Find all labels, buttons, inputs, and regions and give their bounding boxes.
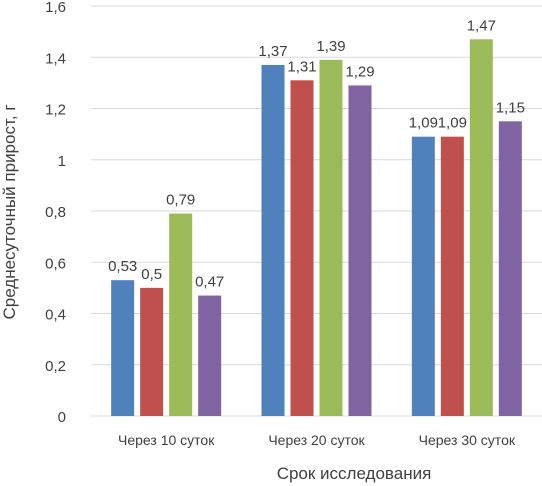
x-tick-label: Через 10 суток xyxy=(118,432,215,448)
bar xyxy=(348,85,372,416)
bar xyxy=(140,287,164,416)
x-axis-ticks: Через 10 суток Через 20 суток Через 30 сут… xyxy=(118,432,516,448)
data-label: 1,37 xyxy=(258,43,287,60)
bar xyxy=(261,64,285,416)
y-axis-title: Среднесуточный прирост, г xyxy=(0,104,19,319)
bar xyxy=(440,136,464,416)
y-tick-label: 1 xyxy=(58,153,66,170)
data-label: 1,47 xyxy=(467,17,496,34)
y-tick-label: 0,2 xyxy=(45,358,66,375)
y-tick-label: 0,8 xyxy=(45,204,66,221)
bar xyxy=(469,39,493,416)
bar xyxy=(319,59,343,416)
data-label: 1,31 xyxy=(287,58,316,75)
bar xyxy=(169,213,193,416)
y-tick-label: 0,6 xyxy=(45,255,66,272)
data-label: 1,09 xyxy=(438,115,467,132)
x-axis-title: Срок исследования xyxy=(277,464,432,483)
data-label: 0,47 xyxy=(195,274,224,291)
y-tick-label: 1,2 xyxy=(45,102,66,119)
y-tick-label: 0,4 xyxy=(45,307,66,324)
data-label: 0,5 xyxy=(141,266,162,283)
bars xyxy=(111,39,522,416)
x-tick-label: Через 20 суток xyxy=(268,432,365,448)
y-axis-ticks: 0 0,2 0,4 0,6 0,8 1 1,2 1,4 1,6 xyxy=(45,0,66,426)
data-label: 0,53 xyxy=(108,258,137,275)
y-tick-label: 1,6 xyxy=(45,0,66,16)
data-label: 1,09 xyxy=(409,115,438,132)
data-label: 1,29 xyxy=(345,63,374,80)
data-labels: 0,53 0,5 0,79 0,47 1,371,311,391,29 1,09 1,09 1… xyxy=(108,17,525,290)
bar xyxy=(498,121,522,416)
gridlines xyxy=(91,5,542,417)
y-tick-label: 0 xyxy=(58,409,66,426)
bar xyxy=(111,280,135,416)
data-label: 1,39 xyxy=(316,38,345,55)
bar xyxy=(198,295,222,416)
data-label: 1,15 xyxy=(496,99,525,116)
y-tick-label: 1,4 xyxy=(45,50,66,67)
bar xyxy=(290,80,314,416)
data-label: 0,79 xyxy=(166,192,195,209)
x-tick-label: Через 30 суток xyxy=(419,432,516,448)
bar xyxy=(411,136,435,416)
